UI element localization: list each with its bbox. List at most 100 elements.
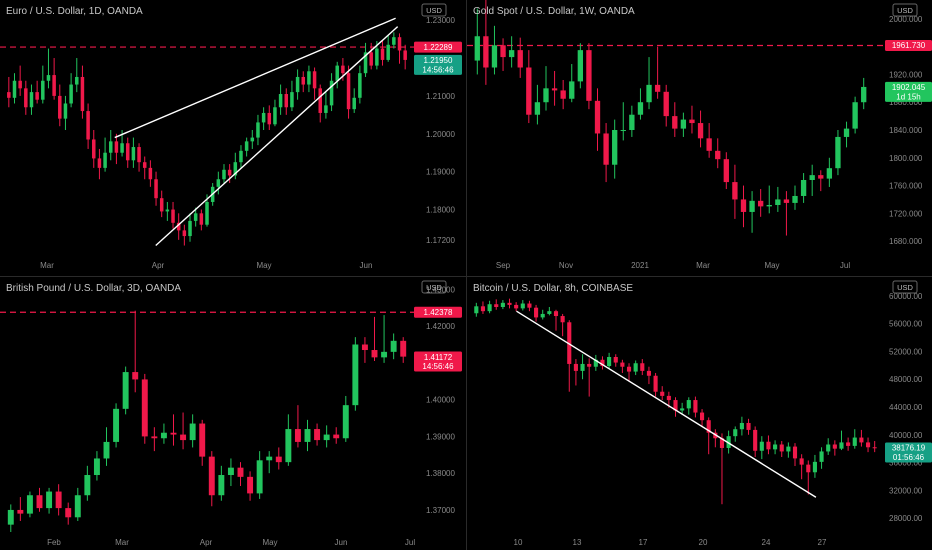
candle-body bbox=[569, 81, 575, 99]
candle bbox=[835, 130, 841, 176]
candle bbox=[800, 173, 807, 203]
candle bbox=[256, 451, 263, 499]
candle-body bbox=[766, 441, 771, 450]
currency-label: USD bbox=[426, 283, 442, 292]
candle-body bbox=[363, 52, 368, 74]
time-tick-label: Feb bbox=[47, 538, 61, 547]
time-tick-label: Apr bbox=[152, 261, 165, 270]
candle-body bbox=[92, 139, 96, 159]
xauusd-chart-svg[interactable]: 2000.0001960.0001920.0001880.0001840.000… bbox=[467, 0, 932, 276]
candle-body bbox=[483, 36, 489, 68]
candle-body bbox=[193, 213, 198, 221]
candle bbox=[55, 484, 62, 516]
trendline[interactable] bbox=[114, 17, 396, 139]
eurusd-chart-svg[interactable]: 1.230001.220001.210001.200001.190001.180… bbox=[0, 0, 466, 276]
candle bbox=[826, 157, 833, 187]
candle-body bbox=[527, 303, 532, 308]
price-tick-label: 1720.000 bbox=[889, 209, 923, 218]
candle-body bbox=[733, 429, 738, 437]
candle bbox=[872, 441, 877, 453]
candle-body bbox=[567, 322, 572, 364]
chart-panel-btcusd[interactable]: 60000.00 56000.00 52000.00 48000.00 44000.00… bbox=[467, 277, 932, 550]
candle-body bbox=[607, 357, 612, 367]
candle-body bbox=[560, 90, 566, 99]
trendline[interactable] bbox=[155, 26, 399, 247]
price-tick-label: 1.18000 bbox=[426, 206, 455, 215]
candle-body bbox=[304, 429, 311, 442]
candle-body bbox=[719, 438, 725, 448]
candle-body bbox=[114, 141, 119, 153]
btcusd-chart-svg[interactable]: 60000.00 56000.00 52000.00 48000.00 44000.00… bbox=[467, 277, 932, 550]
candle bbox=[63, 95, 68, 130]
candle-body bbox=[723, 159, 729, 183]
candle-body bbox=[819, 451, 824, 462]
price-tag-countdown: 1d 15h bbox=[896, 92, 920, 101]
price-tick-label: 32000.00 bbox=[889, 486, 923, 495]
candle bbox=[386, 35, 390, 62]
candle-body bbox=[753, 429, 758, 451]
candle bbox=[474, 8, 480, 75]
candle-body bbox=[142, 162, 147, 168]
candle-body bbox=[792, 446, 798, 459]
candle-body bbox=[740, 199, 747, 212]
currency-badge[interactable] bbox=[892, 280, 918, 294]
candle bbox=[29, 84, 34, 115]
candle-body bbox=[148, 167, 153, 180]
candle bbox=[358, 65, 362, 104]
candle-body bbox=[620, 362, 625, 367]
candle bbox=[261, 107, 266, 130]
chart-panel-xauusd[interactable]: 2000.0001960.0001920.0001880.0001840.000… bbox=[467, 0, 932, 276]
chart-panel-gbpusd[interactable]: 1.430001.420001.410001.400001.390001.380… bbox=[0, 277, 466, 550]
candle bbox=[773, 440, 778, 455]
candle-body bbox=[526, 67, 532, 115]
chart-panel-eurusd[interactable]: 1.230001.220001.210001.200001.190001.180… bbox=[0, 0, 466, 276]
candle-body bbox=[261, 112, 266, 123]
candle bbox=[859, 429, 864, 447]
candle-body bbox=[779, 444, 784, 452]
candle-body bbox=[553, 311, 559, 317]
candle bbox=[159, 190, 164, 218]
candle bbox=[176, 213, 181, 240]
currency-badge[interactable] bbox=[892, 3, 918, 17]
trendline[interactable] bbox=[516, 310, 817, 498]
candle-body bbox=[180, 434, 187, 441]
candle bbox=[247, 471, 254, 501]
candle-body bbox=[239, 150, 243, 163]
candle bbox=[74, 487, 81, 521]
candle-body bbox=[189, 423, 196, 441]
candle-body bbox=[182, 230, 187, 237]
candle-body bbox=[666, 395, 671, 401]
candle bbox=[633, 360, 638, 376]
last-price-tag bbox=[885, 81, 932, 102]
candle-body bbox=[65, 508, 72, 518]
candle-body bbox=[7, 509, 14, 525]
price-tag-value: 1.41172 bbox=[424, 353, 453, 362]
currency-badge[interactable] bbox=[421, 3, 447, 17]
candle-body bbox=[352, 344, 359, 406]
candle-body bbox=[26, 495, 33, 514]
candle bbox=[826, 438, 831, 455]
candle bbox=[646, 366, 652, 385]
candle bbox=[171, 201, 175, 229]
candle bbox=[766, 185, 772, 214]
candle-body bbox=[551, 88, 558, 91]
price-tick-label: 52000.00 bbox=[889, 347, 923, 356]
candle-body bbox=[381, 351, 388, 358]
gbpusd-chart-svg[interactable]: 1.430001.420001.410001.400001.390001.380… bbox=[0, 277, 466, 550]
candle bbox=[534, 84, 541, 125]
candle-body bbox=[494, 304, 499, 307]
candle-body bbox=[120, 143, 124, 153]
candle-body bbox=[36, 495, 43, 509]
candle bbox=[792, 443, 798, 467]
candle bbox=[865, 437, 871, 453]
candle bbox=[216, 171, 221, 195]
candle-body bbox=[487, 304, 492, 312]
candle bbox=[654, 46, 661, 99]
candle-body bbox=[154, 179, 158, 199]
candle bbox=[758, 189, 764, 217]
candle bbox=[839, 430, 844, 451]
candle bbox=[527, 300, 532, 312]
candle-body bbox=[208, 456, 215, 496]
currency-badge[interactable] bbox=[421, 280, 447, 294]
candle-body bbox=[323, 434, 330, 441]
